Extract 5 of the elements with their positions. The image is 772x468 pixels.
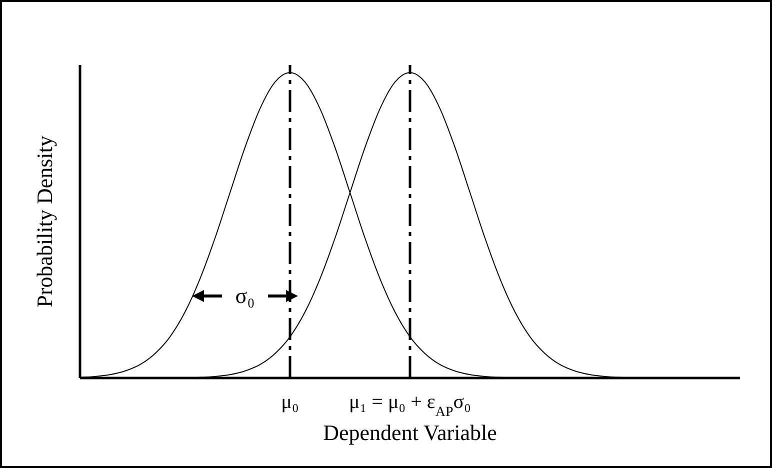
x-tick-label: μ₀ xyxy=(281,391,299,413)
annotation: σ₀ xyxy=(235,283,255,308)
x-tick-label: μ₁ = μ₀ + ε$_{AP}$σ₀ xyxy=(348,391,472,420)
x-axis-title: Dependent Variable xyxy=(323,420,497,445)
y-axis-title: Probability Density xyxy=(32,136,57,308)
